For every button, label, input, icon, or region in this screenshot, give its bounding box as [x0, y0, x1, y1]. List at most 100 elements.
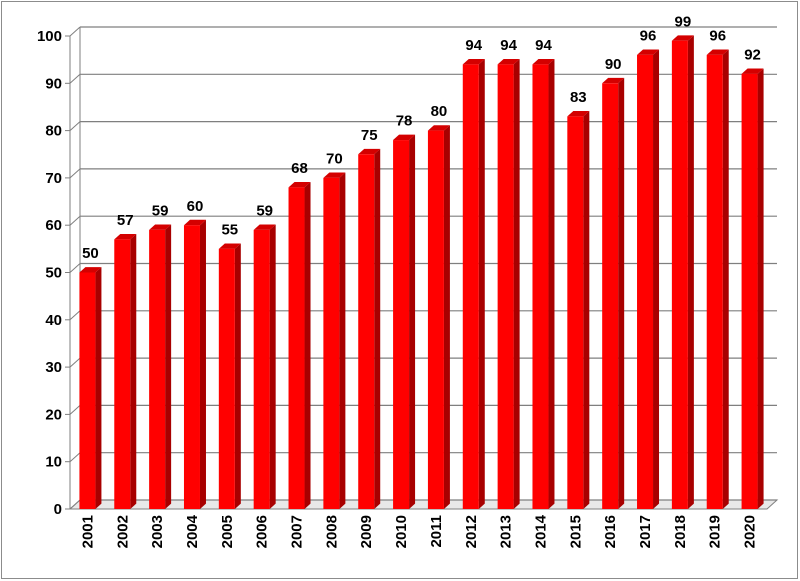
- data-label-2007: 68: [291, 160, 308, 177]
- gridline-depth: [69, 263, 81, 273]
- data-label-2013: 94: [500, 37, 517, 54]
- bar-top-2002: [114, 233, 137, 240]
- bar-2016: [602, 83, 619, 510]
- bar-2004: [183, 225, 200, 509]
- bar-side-2006: [269, 224, 276, 509]
- data-label-2017: 96: [640, 28, 657, 45]
- x-tick-label-2001: 2001: [79, 515, 96, 548]
- bar-side-2009: [374, 148, 381, 509]
- bar-2011: [427, 130, 444, 509]
- gridline-depth: [69, 452, 81, 463]
- bar-top-2005: [218, 243, 241, 249]
- data-label-2012: 94: [465, 37, 482, 54]
- gridline-depth: [69, 310, 81, 321]
- bar-2015: [567, 116, 584, 509]
- bar-top-2011: [427, 125, 450, 131]
- bar-2006: [253, 229, 270, 509]
- y-tick-label: 40: [45, 312, 62, 329]
- data-label-2015: 83: [570, 89, 587, 106]
- x-tick-label-2017: 2017: [637, 515, 654, 548]
- x-tick-label-2003: 2003: [149, 515, 166, 548]
- bar-top-2007: [288, 181, 311, 188]
- bar-top-2015: [567, 111, 590, 117]
- data-label-2020: 92: [744, 46, 761, 63]
- bar-2009: [358, 154, 375, 509]
- gridline-depth: [69, 215, 81, 226]
- bar-2007: [288, 187, 305, 510]
- data-label-2019: 96: [709, 28, 726, 45]
- bar-top-2009: [358, 148, 381, 155]
- bar-top-2014: [532, 58, 555, 65]
- gridline-depth: [69, 168, 81, 179]
- bar-2003: [149, 229, 166, 509]
- bar-top-2008: [323, 172, 346, 178]
- x-tick-label-2019: 2019: [707, 515, 724, 548]
- x-tick-label-2007: 2007: [289, 515, 306, 548]
- y-tick-label: 20: [45, 406, 62, 423]
- bar-top-2019: [706, 49, 729, 55]
- x-tick-label-2013: 2013: [498, 515, 515, 548]
- bar-side-2011: [443, 125, 450, 509]
- bar-2005: [218, 248, 235, 509]
- bar-side-2001: [95, 267, 102, 509]
- gridline-depth: [69, 499, 81, 510]
- gridline-depth: [69, 26, 81, 37]
- bar-side-2014: [548, 58, 555, 509]
- bar-side-2012: [478, 58, 485, 509]
- data-label-2010: 78: [396, 113, 413, 130]
- bar-top-2012: [462, 58, 485, 65]
- gridline-depth: [69, 73, 81, 84]
- bar-side-2007: [304, 181, 311, 509]
- y-tick-label: 90: [45, 75, 62, 92]
- bar-top-2017: [637, 49, 660, 55]
- x-tick-label-2012: 2012: [463, 515, 480, 548]
- bar-side-2018: [687, 35, 694, 509]
- x-tick-label-2009: 2009: [358, 515, 375, 548]
- bar-top-2018: [671, 35, 694, 41]
- bar-top-2001: [79, 267, 102, 273]
- x-tick-label-2014: 2014: [532, 514, 549, 548]
- bar-2013: [497, 64, 514, 509]
- x-tick-label-2010: 2010: [393, 515, 410, 548]
- bar-2017: [637, 54, 654, 510]
- y-tick-label: 100: [37, 28, 62, 45]
- data-label-2006: 59: [256, 203, 273, 220]
- data-label-2008: 70: [326, 151, 343, 168]
- bar-2002: [114, 239, 131, 509]
- x-tick-label-2015: 2015: [567, 515, 584, 548]
- bar-top-2004: [183, 219, 206, 226]
- data-label-2009: 75: [361, 127, 378, 144]
- bar-2020: [741, 73, 758, 509]
- chart-floor: [68, 499, 779, 510]
- y-tick-label: 50: [45, 265, 62, 282]
- bar-side-2013: [513, 58, 520, 509]
- data-label-2016: 90: [605, 56, 622, 73]
- bar-2010: [393, 140, 410, 509]
- bar-side-2005: [234, 243, 241, 509]
- x-tick-label-2016: 2016: [602, 515, 619, 548]
- y-tick-label: 10: [45, 454, 62, 471]
- x-tick-label-2002: 2002: [114, 515, 131, 548]
- y-tick-label: 70: [45, 170, 62, 187]
- bar-top-2006: [253, 224, 276, 230]
- x-tick-label-2018: 2018: [672, 515, 689, 548]
- bar-side-2008: [339, 172, 346, 509]
- bar-2001: [79, 272, 96, 509]
- bar-2008: [323, 177, 340, 509]
- y-tick-label: 60: [45, 217, 62, 234]
- data-label-2014: 94: [535, 37, 552, 54]
- data-label-2003: 59: [152, 203, 169, 220]
- bar-2018: [671, 40, 688, 509]
- bar-top-2010: [393, 134, 416, 141]
- bar-side-2002: [130, 233, 137, 510]
- bar-top-2020: [741, 68, 764, 74]
- bar-side-2015: [583, 111, 590, 509]
- bar-top-2013: [497, 58, 520, 65]
- data-label-2002: 57: [117, 212, 134, 229]
- bar-side-2016: [618, 77, 625, 510]
- y-tick-label: 0: [54, 501, 62, 518]
- gridline-depth: [69, 357, 81, 368]
- bar-side-2017: [653, 49, 660, 510]
- bar-side-2004: [199, 219, 206, 510]
